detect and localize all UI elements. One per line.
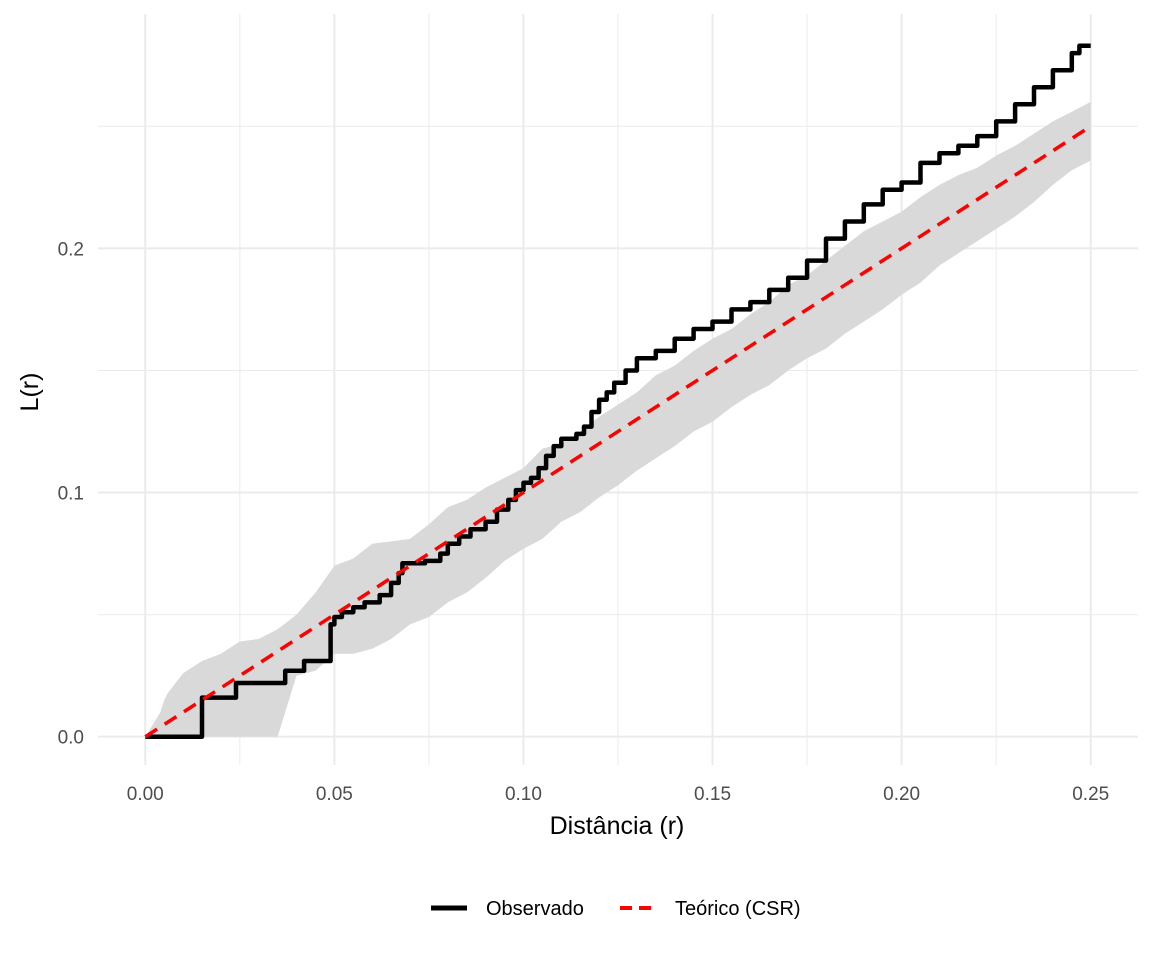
envelope-layer — [145, 101, 1091, 737]
y-tick-label: 0.2 — [58, 239, 84, 260]
x-tick-label: 0.10 — [505, 784, 542, 805]
envelope-band — [145, 101, 1091, 737]
x-tick-label: 0.05 — [316, 784, 353, 805]
series-line-observed — [145, 43, 1091, 739]
x-tick-label: 0.15 — [694, 784, 731, 805]
x-tick-label: 0.20 — [883, 784, 920, 805]
series-layer — [144, 43, 1092, 739]
x-axis-title: Distância (r) — [550, 812, 685, 840]
x-axis-ticks: 0.00 0.05 0.10 0.15 0.20 0.25 — [127, 784, 1109, 805]
x-tick-label: 0.25 — [1072, 784, 1109, 805]
legend-item-theoretical: Teórico (CSR) — [620, 898, 801, 920]
grid-minor — [98, 14, 1138, 765]
legend-item-observed: Observado — [431, 898, 584, 920]
legend-label-observed: Observado — [486, 898, 584, 920]
y-tick-label: 0.0 — [58, 728, 84, 749]
y-axis-title: L(r) — [16, 373, 44, 412]
legend-label-theoretical: Teórico (CSR) — [675, 898, 801, 920]
x-tick-label: 0.00 — [127, 784, 164, 805]
series-line-theoretical — [144, 124, 1092, 739]
y-axis-ticks: 0.0 0.1 0.2 — [58, 239, 84, 748]
legend: Observado Teórico (CSR) — [431, 898, 801, 920]
y-tick-label: 0.1 — [58, 484, 84, 505]
